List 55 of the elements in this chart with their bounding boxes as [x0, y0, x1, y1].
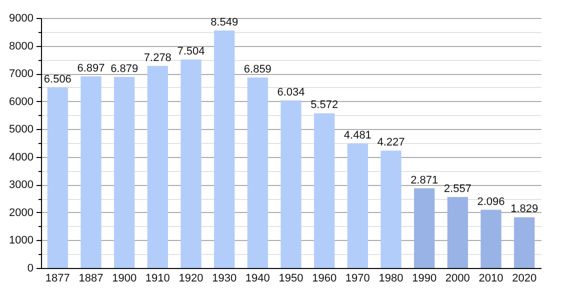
data-label: 7.504 [177, 46, 205, 58]
y-tick-label: 5000 [9, 124, 34, 136]
x-tick-label: 1920 [178, 272, 204, 284]
data-label: 6.897 [77, 62, 105, 74]
y-tick-label: 0 [27, 262, 34, 274]
y-tick-label: 6000 [9, 96, 34, 108]
y-tick-label: 2000 [9, 206, 34, 219]
x-tick-label: 1980 [378, 272, 404, 284]
data-label: 4.481 [344, 130, 372, 142]
y-tick-label: 3000 [9, 179, 34, 192]
x-tick-label: 1887 [78, 272, 104, 284]
y-tick-label: 9000 [9, 12, 34, 24]
data-label: 1.829 [510, 203, 538, 216]
bar [147, 66, 168, 268]
bar [214, 30, 235, 268]
x-tick-label: 1960 [312, 272, 337, 284]
x-tick-label: 2020 [512, 272, 537, 284]
data-label: 2.096 [477, 196, 505, 208]
x-tick-label: 1990 [412, 272, 437, 284]
x-tick-label: 2000 [445, 272, 470, 284]
bar [280, 100, 302, 268]
data-label: 6.859 [244, 63, 272, 76]
data-label: 6.506 [44, 73, 72, 86]
bar [514, 217, 535, 268]
y-tick-label: 4000 [9, 151, 34, 164]
bar [180, 60, 202, 268]
data-label: 6.879 [110, 62, 138, 75]
x-tick-label: 1910 [145, 272, 170, 284]
x-tick-label: 1950 [278, 272, 304, 284]
data-label: 7.278 [144, 52, 172, 64]
y-tick-label: 8000 [9, 40, 34, 52]
y-tick-label: 7000 [9, 68, 34, 80]
x-tick-label: 1877 [45, 272, 70, 284]
bar [47, 87, 68, 268]
x-tick-label: 2010 [478, 272, 504, 284]
data-label: 2.557 [444, 182, 472, 195]
bar [247, 77, 268, 268]
bar [480, 210, 502, 268]
x-tick-label: 1930 [212, 272, 237, 284]
x-tick-label: 1940 [245, 272, 270, 284]
data-label: 8.549 [210, 16, 238, 29]
bar [414, 188, 435, 268]
bar [80, 76, 102, 268]
bar [314, 113, 335, 268]
bar [447, 196, 468, 268]
data-label: 2.871 [410, 174, 438, 186]
data-label: 5.572 [310, 99, 338, 112]
data-label: 6.034 [277, 86, 305, 98]
y-tick-label: 1000 [9, 234, 34, 247]
data-label: 4.227 [377, 136, 405, 149]
x-tick-label: 1970 [345, 272, 370, 284]
bar [380, 150, 402, 268]
bar [114, 76, 135, 268]
bar [347, 144, 368, 268]
x-tick-label: 1900 [112, 272, 137, 284]
